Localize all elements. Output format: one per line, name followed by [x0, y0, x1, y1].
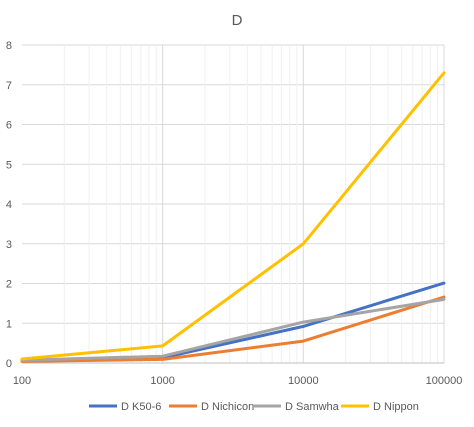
- series-lines: [20, 71, 446, 363]
- y-tick-label: 6: [6, 120, 12, 132]
- legend-item: D Samwha: [253, 401, 340, 413]
- series-line: [20, 295, 446, 363]
- x-tick-label: 100000: [426, 375, 463, 387]
- y-tick-label: 7: [6, 80, 12, 92]
- series-line: [20, 297, 446, 362]
- x-tick-label: 10000: [288, 375, 319, 387]
- y-tick-label: 2: [6, 279, 12, 291]
- axes: 0 1 2 3 4 5 6 7 8 100 1000 10000 100000: [6, 40, 462, 387]
- legend-label: D K50-6: [121, 401, 161, 413]
- legend: D K50-6 D Nichicon D Samwha D Nippon: [89, 401, 419, 413]
- x-tick-label: 1000: [150, 375, 174, 387]
- y-tick-label: 0: [6, 358, 12, 370]
- legend-item: D K50-6: [89, 401, 161, 413]
- y-tick-label: 1: [6, 318, 12, 330]
- legend-label: D Nichicon: [201, 401, 254, 413]
- series-line: [20, 71, 446, 361]
- legend-item: D Nichicon: [169, 401, 254, 413]
- gridlines: [22, 44, 445, 363]
- legend-item: D Nippon: [341, 401, 419, 413]
- chart-title: D: [232, 12, 243, 29]
- y-tick-label: 3: [6, 239, 12, 251]
- y-tick-label: 4: [6, 199, 12, 211]
- legend-label: D Samwha: [285, 401, 340, 413]
- y-tick-label: 5: [6, 159, 12, 171]
- y-tick-label: 8: [6, 40, 12, 52]
- legend-label: D Nippon: [373, 401, 419, 413]
- x-tick-label: 100: [13, 375, 31, 387]
